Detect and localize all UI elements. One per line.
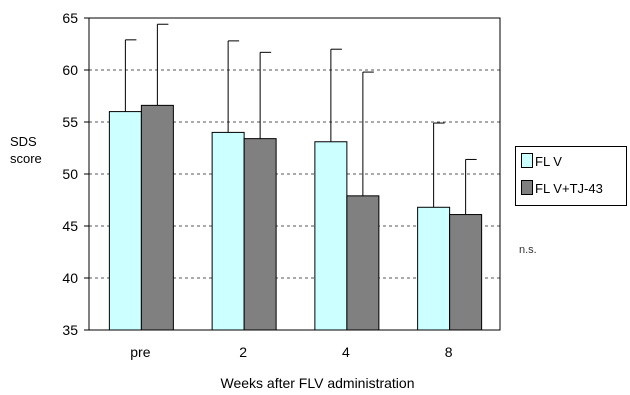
axes: 35 40 45 50 55 60 65 pre 2 4 8 — [62, 10, 501, 360]
bar-flv-tj43 — [346, 195, 380, 331]
x-tick-label: 4 — [342, 344, 350, 360]
x-axis-title: Weeks after FLV administration — [220, 375, 415, 391]
legend: FL V FL V+TJ-43 — [515, 146, 627, 206]
y-tick-label: 65 — [62, 10, 78, 26]
significance-note: n.s. — [519, 244, 537, 256]
plot-frame — [88, 17, 501, 331]
legend-swatch-flv — [521, 153, 533, 168]
x-tick-label: 8 — [445, 344, 453, 360]
bar-flv-tj43 — [243, 138, 277, 331]
bar-flv-tj43 — [140, 104, 174, 331]
y-axis-label-line-2: score — [10, 151, 42, 166]
x-axis-label: Weeks after FLV administration — [0, 375, 630, 391]
legend-swatch-flv-tj43 — [521, 180, 533, 195]
y-tick-label: 60 — [62, 62, 78, 78]
y-tick-label: 35 — [62, 322, 78, 338]
y-tick-label: 45 — [62, 218, 78, 234]
y-tick-label: 55 — [62, 114, 78, 130]
y-axis-label: SDS score — [10, 133, 42, 167]
x-tick-label: pre — [130, 344, 150, 360]
y-axis-label-line-1: SDS — [10, 134, 37, 149]
legend-item-flv: FL V — [521, 153, 562, 169]
bars — [108, 23, 483, 331]
bar-flv — [211, 131, 245, 331]
bar-flv-tj43 — [449, 214, 483, 331]
bar-flv — [314, 141, 348, 331]
y-tick-label: 40 — [62, 270, 78, 286]
x-tick-label: 2 — [239, 344, 247, 360]
y-tick-label: 50 — [62, 166, 78, 182]
bar-flv — [108, 111, 142, 331]
legend-label-flv-tj43: FL V+TJ-43 — [535, 181, 603, 196]
legend-item-flv-tj43: FL V+TJ-43 — [521, 180, 603, 196]
legend-label-flv: FL V — [535, 154, 562, 169]
bar-flv — [417, 206, 451, 331]
